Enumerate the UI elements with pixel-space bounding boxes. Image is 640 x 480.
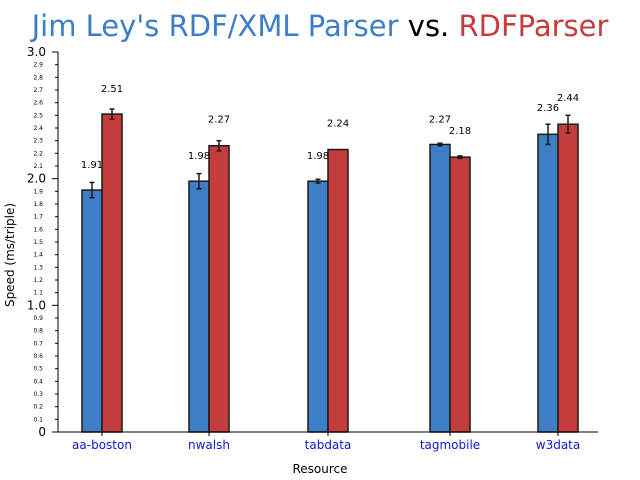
y-minor-tick-label: 2.1 <box>33 163 43 170</box>
y-minor-tick-label: 2.3 <box>33 138 43 145</box>
data-label: 2.44 <box>557 93 579 104</box>
y-minor-tick-label: 0.2 <box>33 404 43 411</box>
data-label: 2.24 <box>327 118 349 129</box>
bar-jim-ley-aa-boston <box>81 189 103 433</box>
data-label: 2.36 <box>537 103 559 114</box>
y-minor-tick-label: 0.8 <box>33 328 43 335</box>
y-minor-tick-label: 1.7 <box>33 214 43 221</box>
y-major-tick-label: 0 <box>38 425 46 439</box>
y-minor-tick-label: 1.6 <box>33 226 43 233</box>
y-minor-tick-label: 0.6 <box>33 353 43 360</box>
title-part-jim-ley: Jim Ley's RDF/XML Parser <box>30 9 399 43</box>
y-axis-label: Speed (ms/triple) <box>3 203 17 307</box>
y-minor-tick-label: 2.5 <box>33 112 43 119</box>
y-minor-tick-label: 2.6 <box>33 100 43 107</box>
category-label-nwalsh: nwalsh <box>188 438 230 452</box>
data-label: 1.98 <box>188 151 210 162</box>
x-axis-label: Resource <box>292 462 347 476</box>
y-minor-tick-label: 0.9 <box>33 315 43 322</box>
bar-rdfparser-w3data <box>557 123 579 433</box>
data-label: 1.98 <box>307 151 329 162</box>
y-minor-tick-label: 1.9 <box>33 188 43 195</box>
data-label: 2.51 <box>101 84 123 95</box>
bar-jim-ley-tagmobile <box>429 143 451 433</box>
category-label-aa-boston: aa-boston <box>72 438 132 452</box>
bar-rdfparser-tabdata <box>327 148 349 433</box>
y-minor-tick-label: 0.3 <box>33 391 43 398</box>
y-minor-tick-label: 1.3 <box>33 264 43 271</box>
y-minor-tick-label: 0.5 <box>33 366 43 373</box>
y-minor-tick-label: 2.2 <box>33 150 43 157</box>
y-minor-tick-label: 1.8 <box>33 201 43 208</box>
title-part-rdfparser: RDFParser <box>459 9 609 43</box>
y-minor-tick-label: 0.4 <box>33 378 43 385</box>
y-minor-tick-label: 1.5 <box>33 239 43 246</box>
data-label: 1.91 <box>81 160 103 171</box>
y-minor-tick-label: 2.9 <box>33 62 43 69</box>
bar-jim-ley-tabdata <box>307 180 329 433</box>
category-label-w3data: w3data <box>536 438 580 452</box>
y-minor-tick-label: 1.4 <box>33 252 43 259</box>
category-label-tabdata: tabdata <box>305 438 352 452</box>
data-label: 2.27 <box>208 114 230 125</box>
y-major-tick-label: 2.0 <box>27 172 46 186</box>
bar-jim-ley-w3data <box>537 133 559 433</box>
plot-area: 1.91 1.98 1.98 2.27 2.36 2.51 2.27 2.24 2.18 2.44… <box>27 45 598 452</box>
y-minor-tick-label: 2.7 <box>33 87 43 94</box>
y-minor-tick-label: 1.2 <box>33 277 43 284</box>
title-part-vs: vs. <box>399 9 459 43</box>
bar-rdfparser-nwalsh <box>208 144 230 433</box>
y-major-tick-label: 3.0 <box>27 45 46 59</box>
y-minor-tick-label: 0.1 <box>33 416 43 423</box>
data-label: 2.27 <box>429 114 451 125</box>
bar-rdfparser-tagmobile <box>449 156 471 433</box>
bar-jim-ley-nwalsh <box>188 180 210 433</box>
y-minor-tick-label: 2.4 <box>33 125 43 132</box>
data-label: 2.18 <box>449 126 471 137</box>
y-minor-tick-label: 2.8 <box>33 74 43 81</box>
y-minor-tick-label: 1.1 <box>33 290 43 297</box>
chart-title: Jim Ley's RDF/XML Parser vs. RDFParser <box>30 9 609 43</box>
y-major-tick-label: 1.0 <box>27 298 46 312</box>
bar-rdfparser-aa-boston <box>101 113 123 433</box>
category-label-tagmobile: tagmobile <box>420 438 480 452</box>
y-minor-tick-label: 0.7 <box>33 340 43 347</box>
